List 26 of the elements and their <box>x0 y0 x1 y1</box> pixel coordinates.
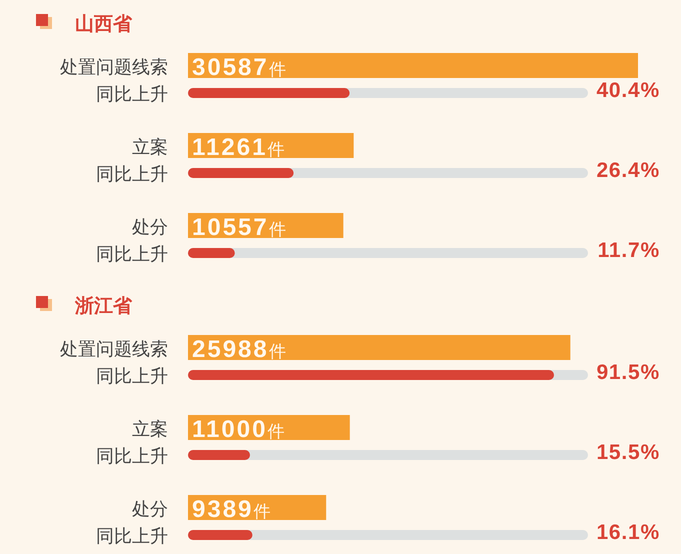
y-tick-label: 处置问题线索 <box>60 57 168 77</box>
data-label: 91.5% <box>596 361 660 384</box>
data-label: 9389件 <box>192 496 270 523</box>
y-tick-label: 同比上升 <box>96 526 168 546</box>
y-tick-label: 立案 <box>132 137 168 157</box>
y-tick-label: 同比上升 <box>96 84 168 104</box>
data-label: 10557件 <box>192 214 286 241</box>
y-tick-label: 处置问题线索 <box>60 339 168 359</box>
data-label: 16.1% <box>596 521 660 544</box>
y-tick-label: 立案 <box>132 419 168 439</box>
y-tick-label: 同比上升 <box>96 244 168 264</box>
data-label: 25988件 <box>192 336 286 363</box>
data-label: 11261件 <box>192 134 284 161</box>
data-label: 40.4% <box>596 79 660 102</box>
data-label: 15.5% <box>596 441 660 464</box>
data-label: 11.7% <box>598 239 660 262</box>
y-tick-label: 处分 <box>132 217 168 237</box>
data-label: 30587件 <box>192 54 286 81</box>
data-label: 11000件 <box>192 416 284 443</box>
y-tick-label: 同比上升 <box>96 446 168 466</box>
y-tick-label: 同比上升 <box>96 366 168 386</box>
y-tick-label: 处分 <box>132 499 168 519</box>
data-label: 26.4% <box>596 159 660 182</box>
y-tick-label: 同比上升 <box>96 164 168 184</box>
chart-title: 浙江省 <box>74 295 133 317</box>
chart-title: 山西省 <box>75 13 133 35</box>
